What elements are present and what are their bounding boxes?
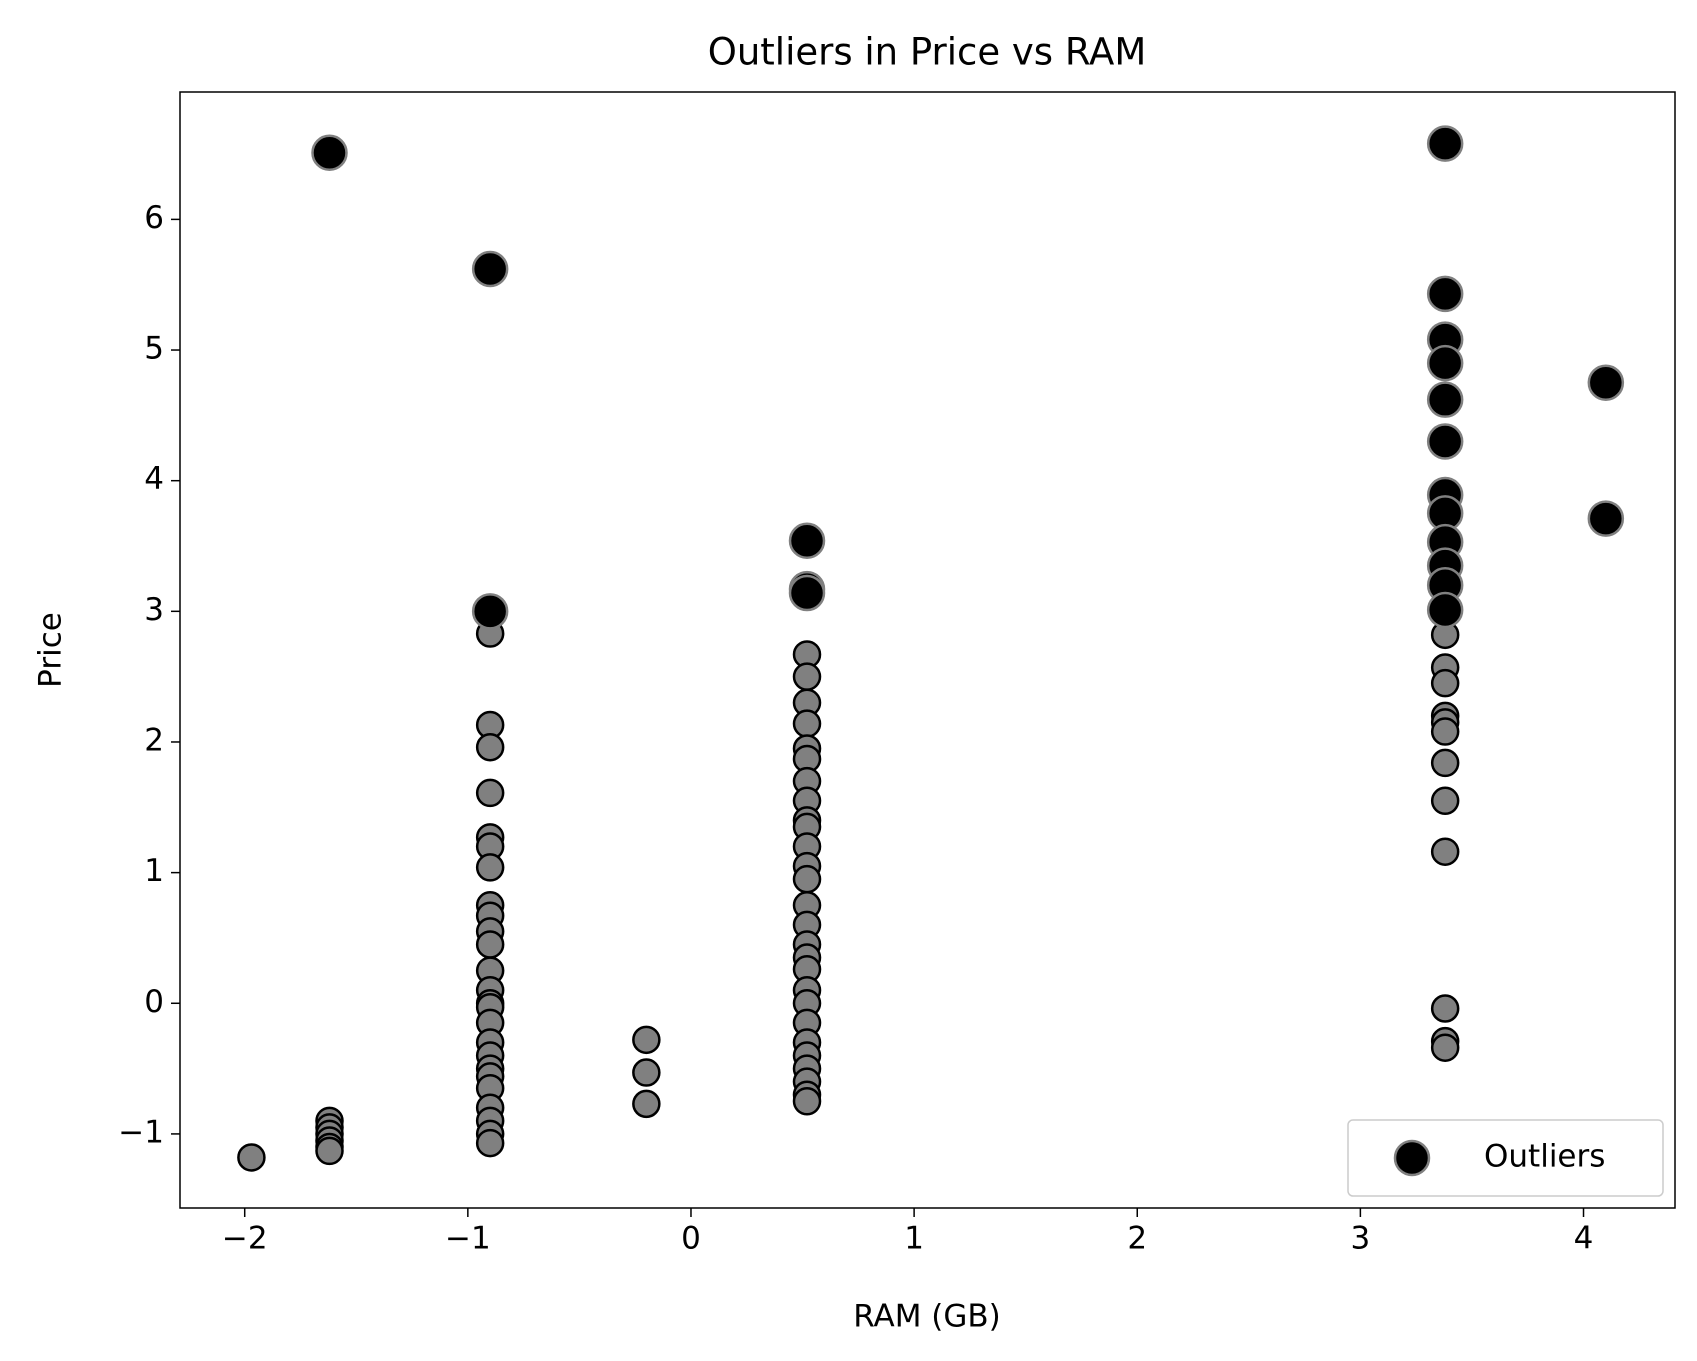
scatter-point <box>1426 125 1464 162</box>
y-tick-label: 3 <box>144 592 164 628</box>
legend-box <box>1347 1119 1664 1197</box>
scatter-point <box>792 662 822 691</box>
scatter-point <box>788 574 826 612</box>
y-tick-label: 5 <box>144 331 164 367</box>
scatter-point <box>1587 500 1625 537</box>
scatter-point <box>1426 381 1464 418</box>
scatter-point <box>1430 668 1460 698</box>
scatter-point <box>475 930 505 959</box>
scatter-point <box>1426 591 1464 629</box>
scatter-point <box>1430 748 1460 778</box>
scatter-point <box>632 1089 661 1119</box>
scatter-point <box>1430 994 1460 1023</box>
y-tick-label: 0 <box>144 984 164 1020</box>
y-tick-label: 1 <box>144 853 164 889</box>
x-tick-label: 4 <box>1574 1221 1594 1257</box>
scatter-point <box>1426 275 1464 313</box>
y-tick-label: −1 <box>118 1114 164 1150</box>
scatter-point <box>315 1136 344 1166</box>
x-tick-label: 2 <box>1127 1221 1147 1257</box>
scatter-point <box>237 1143 266 1172</box>
scatter-point <box>1430 1033 1460 1062</box>
y-tick-label: 6 <box>144 200 164 236</box>
scatter-point <box>1426 423 1464 460</box>
y-tick-label: 4 <box>144 461 164 497</box>
scatter-point <box>792 709 822 738</box>
scatter-point <box>475 732 505 762</box>
y-tick-label: 2 <box>144 722 164 758</box>
scatter-point <box>475 1128 505 1158</box>
x-tick-label: −2 <box>222 1221 268 1257</box>
scatter-point <box>1430 717 1460 746</box>
x-tick-label: 0 <box>681 1221 701 1257</box>
x-tick-label: −1 <box>445 1221 491 1257</box>
scatter-point <box>471 250 509 288</box>
plot-frame <box>179 91 1676 1209</box>
scatter-point <box>792 864 822 894</box>
x-tick-label: 1 <box>904 1221 924 1257</box>
x-tick-label: 3 <box>1351 1221 1371 1257</box>
legend-label: Outliers <box>1484 1139 1605 1175</box>
scatter-point <box>1430 786 1460 816</box>
x-axis-label: RAM (GB) <box>853 1299 1001 1335</box>
scatter-point <box>311 134 348 172</box>
scatter-point <box>632 1058 661 1087</box>
scatter-point <box>475 778 505 808</box>
scatter-point <box>1430 837 1460 866</box>
scatter-point <box>788 522 826 560</box>
scatter-point <box>1587 364 1625 401</box>
scatter-point <box>792 1087 822 1116</box>
scatter-point <box>632 1025 661 1055</box>
y-axis-label: Price <box>33 612 69 688</box>
legend-marker <box>1393 1139 1431 1177</box>
scatter-point <box>471 593 509 630</box>
chart-title: Outliers in Price vs RAM <box>708 31 1147 74</box>
scatter-point <box>475 853 505 882</box>
scatter-point <box>1426 344 1464 382</box>
